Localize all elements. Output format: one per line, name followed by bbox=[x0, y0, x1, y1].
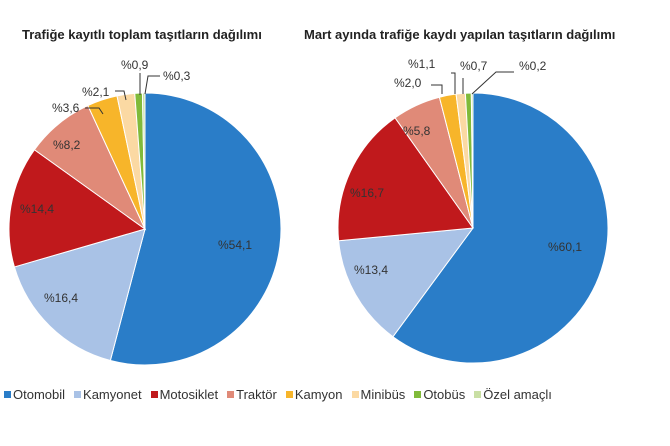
leader-line bbox=[115, 90, 127, 101]
pie-slice-motosiklet bbox=[337, 117, 474, 242]
data-label: %14,4 bbox=[20, 202, 54, 216]
legend-label: Motosiklet bbox=[159, 387, 219, 402]
chart-title-right: Mart ayında trafiğe kaydı yapılan taşıtl… bbox=[304, 27, 616, 42]
data-label: %0,2 bbox=[519, 59, 547, 73]
data-label: %8,2 bbox=[53, 138, 81, 152]
data-label: %0,7 bbox=[460, 59, 488, 73]
legend-swatch bbox=[285, 391, 293, 398]
data-label: %0,3 bbox=[163, 69, 191, 83]
legend-label: Kamyon bbox=[294, 387, 343, 402]
legend-item-minibus: Minibüs bbox=[351, 387, 406, 402]
data-label: %1,1 bbox=[408, 57, 436, 71]
data-label: %0,9 bbox=[121, 58, 149, 72]
pie-slice-kamyonet bbox=[338, 227, 475, 338]
legend: Otomobil Kamyonet Motosiklet Traktör Kam… bbox=[4, 387, 561, 402]
legend-label: Traktör bbox=[236, 387, 277, 402]
legend-item-ozel-amacli: Özel amaçlı bbox=[474, 387, 552, 402]
leader-line bbox=[431, 84, 443, 94]
legend-label: Özel amaçlı bbox=[483, 387, 552, 402]
legend-swatch bbox=[474, 391, 482, 398]
chart-title-left: Trafiğe kayıtlı toplam taşıtların dağılı… bbox=[22, 27, 262, 42]
legend-swatch bbox=[74, 391, 82, 398]
legend-label: Otomobil bbox=[13, 387, 66, 402]
leader-line bbox=[471, 71, 514, 95]
data-label: %3,6 bbox=[52, 101, 80, 115]
leader-line bbox=[144, 75, 160, 95]
legend-swatch bbox=[150, 391, 158, 398]
legend-label: Kamyonet bbox=[83, 387, 142, 402]
legend-item-motosiklet: Motosiklet bbox=[150, 387, 219, 402]
leader-line bbox=[451, 72, 456, 94]
legend-swatch bbox=[351, 391, 359, 398]
data-label: %2,0 bbox=[394, 76, 422, 90]
pie-slice-motosiklet bbox=[8, 149, 147, 268]
data-label: %13,4 bbox=[354, 263, 388, 277]
data-label: %60,1 bbox=[548, 240, 582, 254]
legend-label: Otobüs bbox=[423, 387, 466, 402]
pie-slice-otomobil bbox=[392, 92, 609, 364]
pie-chart-right: %60,1 %13,4 %16,7 %5,8 %2,0 %1,1 %0,7 %0,2 bbox=[337, 57, 609, 364]
legend-swatch bbox=[414, 391, 422, 398]
legend-item-otomobil: Otomobil bbox=[4, 387, 65, 402]
legend-item-kamyon: Kamyon bbox=[285, 387, 343, 402]
data-label: %16,7 bbox=[350, 186, 384, 200]
legend-item-traktor: Traktör bbox=[227, 387, 277, 402]
legend-swatch bbox=[227, 391, 235, 398]
legend-label: Minibüs bbox=[360, 387, 406, 402]
pie-slice-otomobil bbox=[109, 92, 282, 366]
pie-slice-kamyonet bbox=[13, 228, 146, 362]
legend-item-otobus: Otobüs bbox=[414, 387, 465, 402]
data-label: %2,1 bbox=[82, 85, 110, 99]
legend-item-kamyonet: Kamyonet bbox=[74, 387, 142, 402]
data-label: %5,8 bbox=[403, 124, 431, 138]
legend-swatch bbox=[4, 391, 11, 398]
data-label: %54,1 bbox=[218, 238, 252, 252]
leader-line bbox=[85, 107, 104, 115]
data-label: %16,4 bbox=[44, 291, 78, 305]
pie-chart-left: %54,1 %16,4 %14,4 %8,2 %3,6%2,1 %0,9 %0,3 bbox=[8, 58, 282, 366]
